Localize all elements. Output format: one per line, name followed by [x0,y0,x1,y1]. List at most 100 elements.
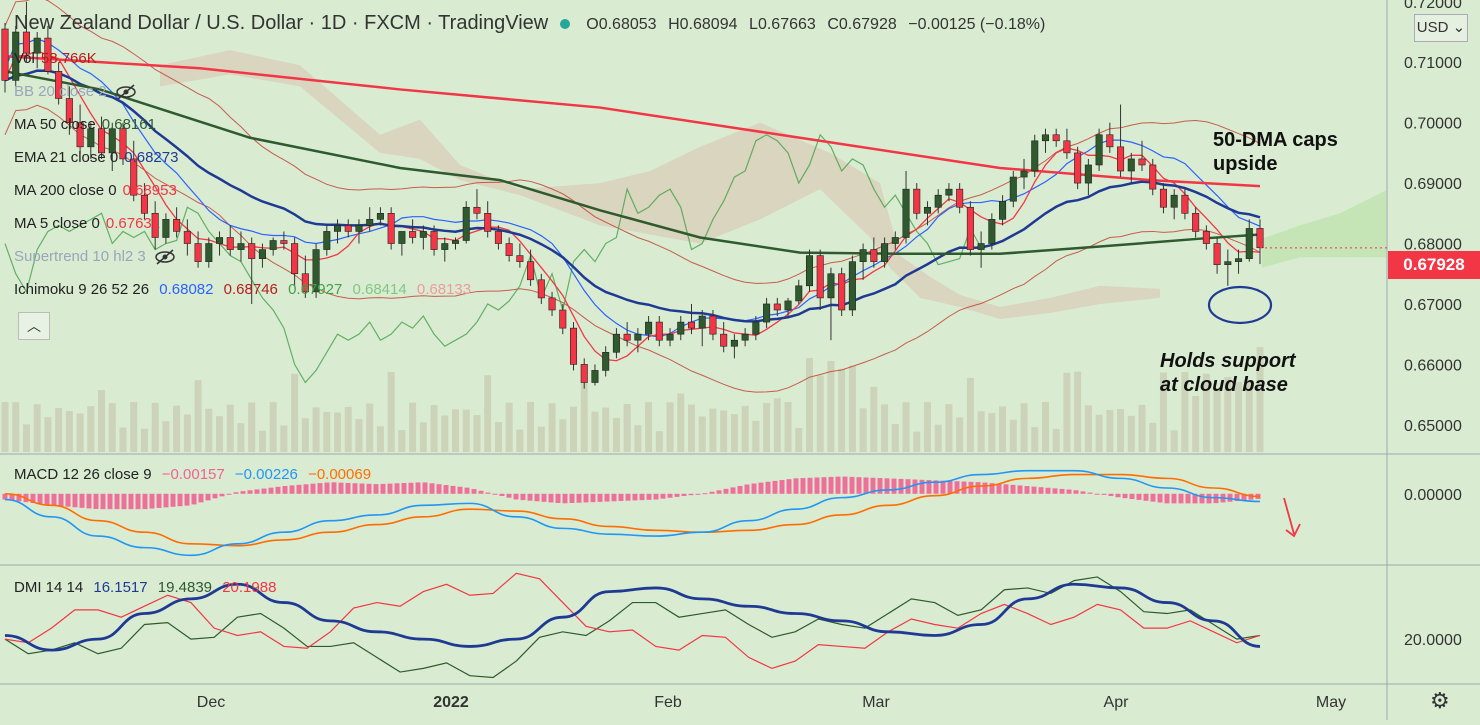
macd-histogram-bar [394,483,400,494]
legend-ema21[interactable]: EMA 21 close 0 0.68273 [14,149,178,166]
macd-histogram-bar [870,477,876,494]
macd-histogram-bar [1080,491,1086,494]
candle-body [1041,134,1049,142]
legend-ma200[interactable]: MA 200 close 0 0.68953 [14,182,177,199]
volume-bar [301,418,309,452]
volume-bar [848,365,856,452]
legend-bb[interactable]: BB 20 close 2 [14,83,137,101]
volume-bar [1052,429,1060,452]
volume-bar [763,402,771,452]
macd-histogram-bar [450,485,456,494]
macd-histogram-bar [1073,490,1079,494]
macd-histogram-bar [912,479,918,494]
macd-histogram-bar [79,493,85,508]
price-tick-label: 0.66000 [1404,357,1462,374]
volume-bar [119,427,127,452]
candle-body [355,225,363,232]
candle-body [848,261,856,311]
macd-histogram-bar [1122,493,1128,499]
volume-bar [934,424,942,452]
candle-body [301,273,309,293]
macd-histogram-bar [779,480,785,494]
legend-macd[interactable]: MACD 12 26 close 9 −0.00157 −0.00226 −0.… [14,466,371,483]
macd-histogram-bar [296,484,302,494]
candle-body [162,219,170,238]
legend-supertrend[interactable]: Supertrend 10 hl2 3 [14,248,176,266]
hidden-eye-icon[interactable] [115,83,137,101]
legend-vol[interactable]: Vol 58.766K [14,50,97,67]
collapse-legend-button[interactable]: ︿ [18,312,50,340]
candle-body [419,231,427,238]
volume-bar [537,426,545,452]
annotation-support-line2: at cloud base [1160,374,1288,396]
macd-histogram-bar [128,493,134,510]
candle-body [827,273,835,299]
time-tick-label: May [1316,694,1346,711]
volume-bar [98,390,106,452]
macd-histogram-bar [135,493,141,510]
volume-bar [12,402,20,452]
legend-dmi[interactable]: DMI 14 14 16.1517 19.4839 20.1988 [14,579,276,596]
legend-supertrend-label: Supertrend 10 hl2 3 [14,248,146,265]
macd-histogram-bar [856,477,862,494]
volume-bar [1009,419,1017,452]
macd-histogram-bar [926,480,932,494]
macd-histogram-bar [1094,493,1100,495]
candle-body [366,219,374,226]
macd-histogram-bar [688,493,694,496]
candle-body [1159,188,1167,208]
macd-histogram-bar [674,493,680,497]
macd-histogram-bar [198,493,204,503]
candle-body [516,255,524,262]
settings-gear-icon[interactable]: ⚙ [1430,688,1450,713]
macd-histogram-bar [247,490,253,494]
macd-histogram-bar [730,487,736,494]
macd-histogram-bar [933,480,939,494]
volume-bar [602,407,610,452]
macd-histogram-bar [877,478,883,494]
candle-body [291,243,299,275]
volume-bar [1192,395,1200,452]
hidden-eye-icon[interactable] [154,248,176,266]
symbol-title[interactable]: New Zealand Dollar / U.S. Dollar · 1D · … [14,12,549,34]
legend-ma50[interactable]: MA 50 close 0.68161 [14,116,156,133]
volume-bar [655,431,663,452]
macd-histogram-bar [93,493,99,509]
macd-histogram-bar [212,493,218,499]
candle-body [720,333,728,347]
annotation-50dma: 50-DMA caps upside [1213,128,1338,176]
candle-body [591,370,599,383]
candle-body [312,249,320,293]
volume-bar [248,402,256,452]
volume-bar [698,416,706,452]
macd-histogram-bar [1213,493,1219,504]
candle-body [151,213,159,238]
macd-histogram-bar [1150,493,1156,502]
legend-ma5[interactable]: MA 5 close 0 0.67631 [14,215,160,232]
macd-histogram-bar [9,493,15,501]
volume-bar [33,404,41,452]
volume-bar [612,417,620,452]
candle-body [763,303,771,323]
volume-bar [323,411,331,452]
macd-histogram-bar [527,493,533,501]
ma200-line [4,54,1261,188]
legend-bb-label: BB 20 close 2 [14,83,107,100]
legend-ichimoku[interactable]: Ichimoku 9 26 52 26 0.68082 0.68746 0.67… [14,281,471,298]
macd-histogram-bar [268,487,274,494]
candle-body [1084,164,1092,184]
volume-bar [494,422,502,452]
volume-bar [816,375,824,452]
currency-select[interactable]: USD ⌄ [1414,14,1468,42]
candle-body [1,28,9,81]
candle-body [1095,134,1103,166]
macd-histogram-bar [702,493,708,495]
macd-histogram-bar [793,478,799,494]
volume-bar [1138,404,1146,452]
volume-bar [484,375,492,452]
macd-histogram-bar [590,493,596,503]
macd-histogram-bar [1045,487,1051,494]
macd-histogram-bar [667,493,673,498]
candle-body [988,219,996,244]
candle-body [945,188,953,196]
